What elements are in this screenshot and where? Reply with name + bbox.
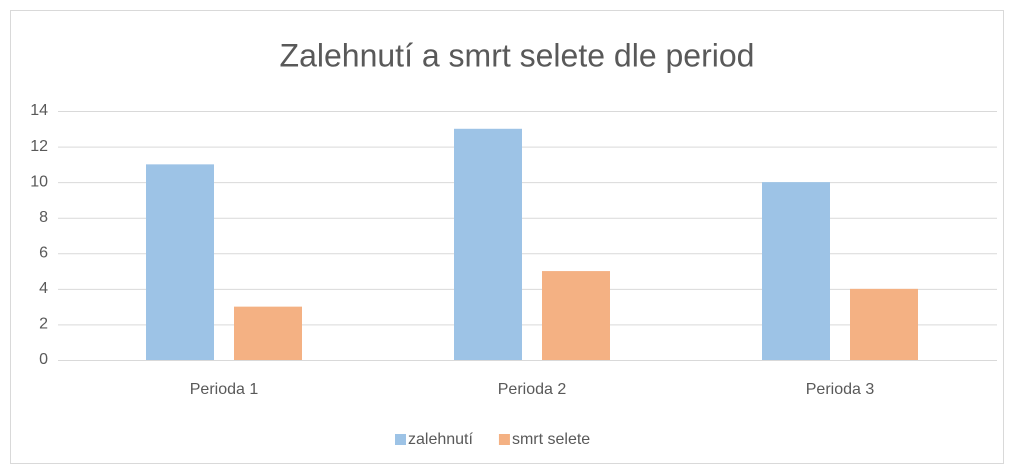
y-tick-label: 8 <box>39 209 48 226</box>
x-tick-label: Perioda 1 <box>190 381 259 398</box>
x-tick-label: Perioda 3 <box>806 381 875 398</box>
y-tick-label: 6 <box>39 245 48 262</box>
legend-label: zalehnutí <box>408 431 473 448</box>
y-tick-label: 2 <box>39 316 48 333</box>
y-tick-label: 10 <box>30 173 48 190</box>
bar <box>850 288 918 360</box>
y-tick-label: 12 <box>30 138 48 155</box>
bar <box>454 128 522 360</box>
y-tick-label: 0 <box>39 351 48 368</box>
legend-label: smrt selete <box>512 431 590 448</box>
legend-swatch <box>395 434 406 445</box>
bar <box>762 182 830 360</box>
chart-title: Zalehnutí a smrt selete dle period <box>280 37 755 73</box>
bar <box>234 306 302 360</box>
y-tick-label: 14 <box>30 102 48 119</box>
legend-swatch <box>498 434 510 445</box>
y-tick-label: 4 <box>39 280 48 297</box>
bar <box>542 271 610 360</box>
x-tick-label: Perioda 2 <box>498 381 567 398</box>
bar <box>146 164 214 360</box>
